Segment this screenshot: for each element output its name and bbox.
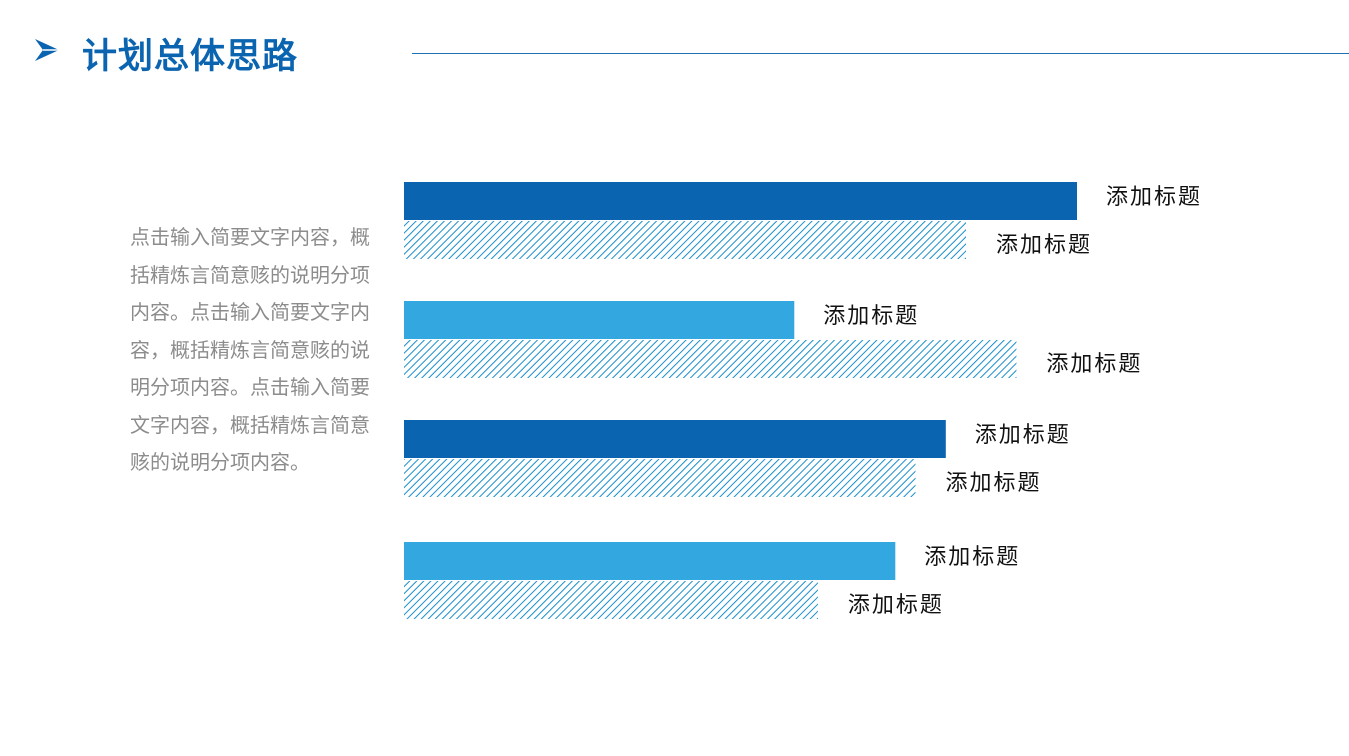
paper-plane-icon [35,39,59,61]
bar-4-1 [404,542,896,580]
bar-1-2 [404,221,966,259]
description-text: 点击输入简要文字内容，概括精炼言简意赅的说明分项内容。点击输入简要文字内容，概括… [130,225,370,474]
bar-3-1 [404,420,946,458]
bar-3-2 [404,459,916,497]
bar-label-3-1: 添加标题 [975,423,1071,448]
header-divider [412,53,1349,54]
bar-label-2-2: 添加标题 [1046,352,1142,377]
page-title: 计划总体思路 [82,37,299,77]
bar-2-2 [404,340,1017,378]
bar-label-1-2: 添加标题 [996,233,1092,258]
bar-label-4-1: 添加标题 [924,545,1020,570]
bar-label-4-2: 添加标题 [848,593,944,618]
bar-label-2-1: 添加标题 [823,304,919,329]
bar-label-1-1: 添加标题 [1106,185,1202,210]
bar-2-1 [404,301,795,339]
bar-4-2 [404,581,818,619]
bar-1-1 [404,182,1077,220]
bar-label-3-2: 添加标题 [946,471,1042,496]
